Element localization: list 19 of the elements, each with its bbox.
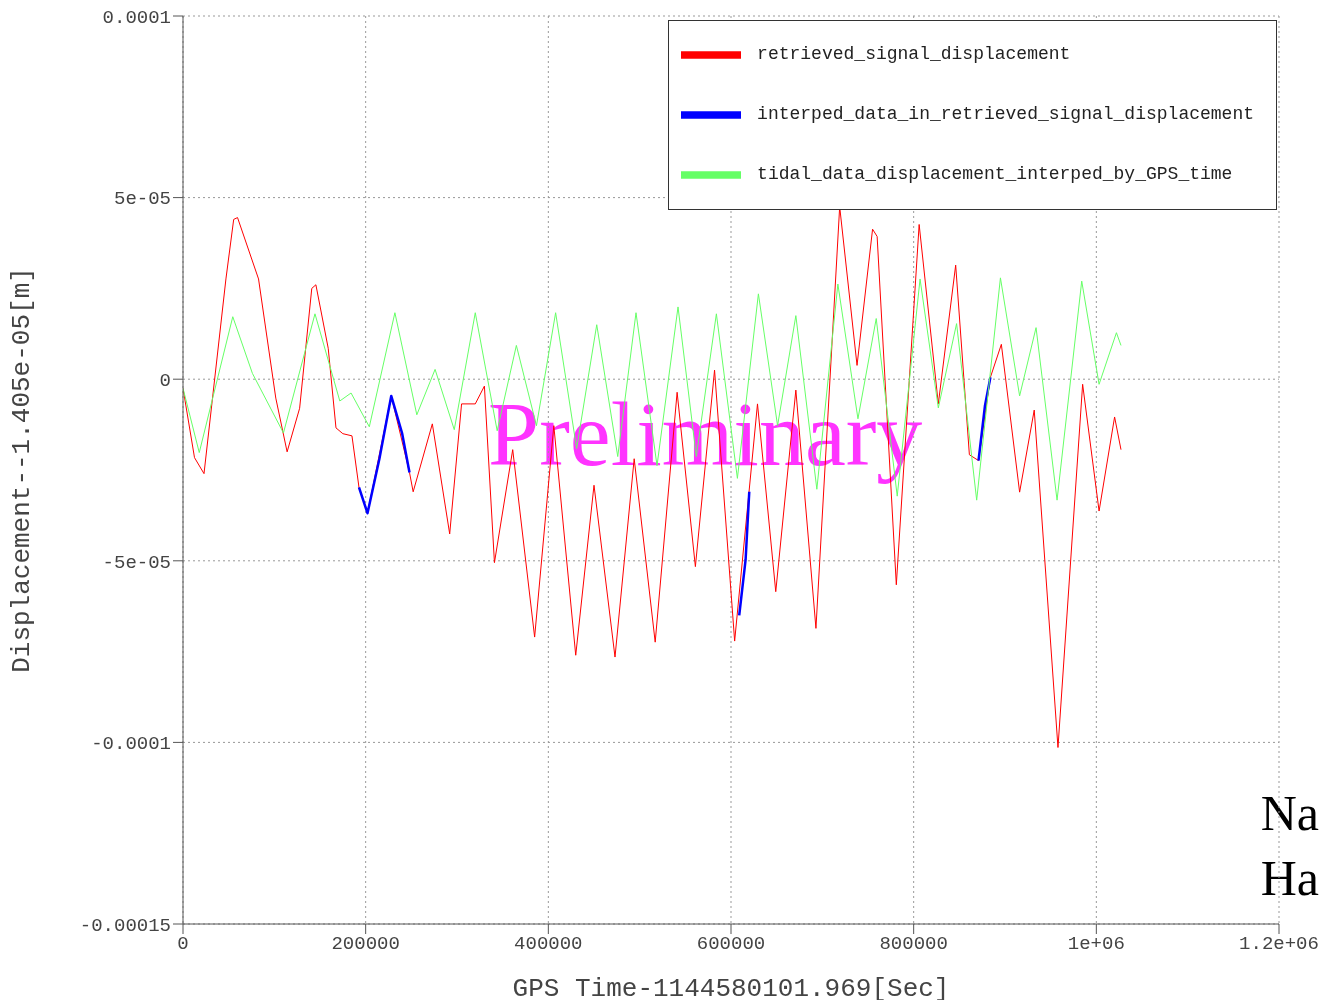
- x-tick-label: 600000: [696, 933, 766, 956]
- legend-label: retrieved_signal_displacement: [757, 43, 1071, 64]
- x-tick-label: 200000: [331, 933, 400, 956]
- x-tick-label: 400000: [514, 933, 583, 956]
- y-tick-label: -0.00015: [79, 914, 171, 937]
- x-tick-label: 1e+06: [1067, 933, 1125, 956]
- legend-label: interped_data_in_retrieved_signal_displacement: [757, 103, 1254, 124]
- x-tick-label: 0: [177, 933, 189, 956]
- annotation: Ha: [1260, 850, 1319, 906]
- annotation: Na: [1260, 785, 1319, 841]
- legend-label: tidal_data_displacement_interped_by_GPS_time: [757, 163, 1233, 184]
- x-tick-label: 1.2e+06: [1239, 933, 1319, 956]
- y-tick-label: 0.0001: [102, 6, 171, 29]
- x-tick-label: 800000: [879, 933, 948, 956]
- y-tick-label: 0: [159, 369, 171, 392]
- y-axis-title: Displacement--1.405e-05[m]: [7, 267, 38, 673]
- y-tick-label: 5e-05: [113, 188, 171, 211]
- y-tick-label: -0.0001: [91, 733, 171, 756]
- y-tick-label: -5e-05: [102, 551, 171, 574]
